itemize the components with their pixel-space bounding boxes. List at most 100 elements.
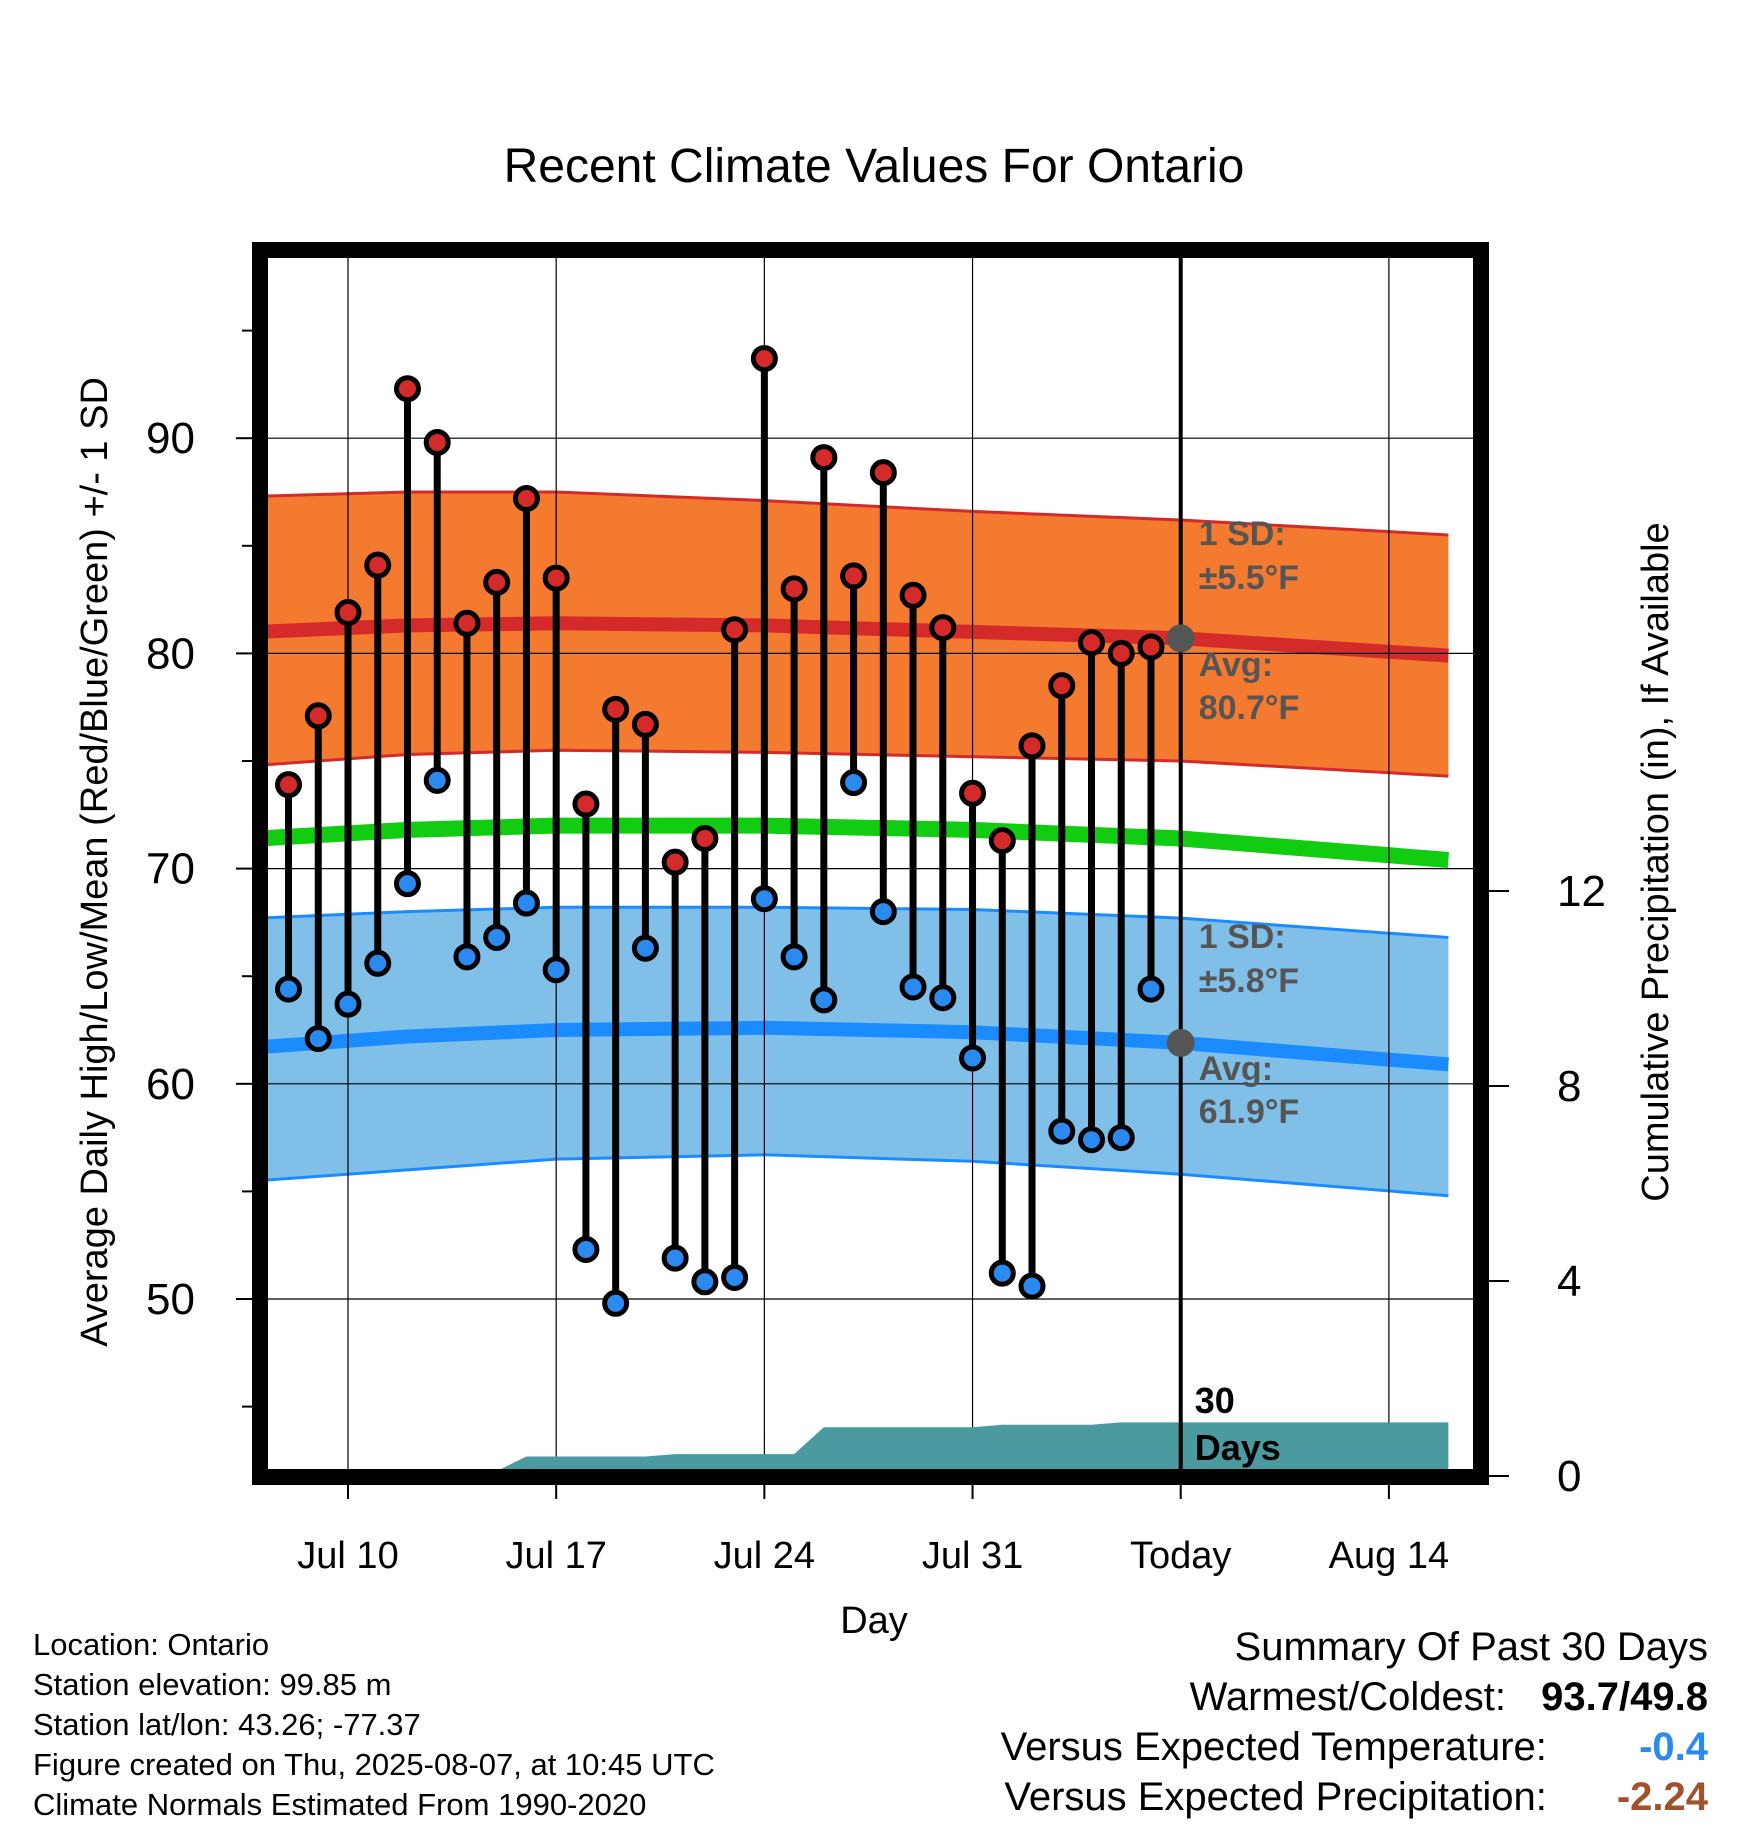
precipitation-area [258, 1422, 1449, 1476]
plot-frame [252, 242, 1489, 1485]
low-point [423, 766, 451, 794]
low-point [393, 870, 421, 898]
normal-mean-line [258, 817, 1450, 868]
high-sd-label: 1 SD: [1199, 515, 1286, 553]
low-point [364, 949, 392, 977]
x-tick-label: Jul 10 [297, 1535, 398, 1577]
precip-label: Versus Expected Precipitation: [1004, 1775, 1547, 1819]
warmest-slash: / [1619, 1675, 1631, 1719]
high-point [542, 564, 570, 592]
high-point [453, 609, 481, 637]
low-point [453, 943, 481, 971]
low-point [899, 973, 927, 1001]
high-point [988, 827, 1016, 855]
low-sd-label: 1 SD: [1199, 918, 1286, 956]
low-point [1048, 1117, 1076, 1145]
period-label-number: 30 [1195, 1380, 1235, 1421]
warmest-label: Warmest/Coldest: [1189, 1675, 1507, 1719]
x-tick-label: Aug 14 [1329, 1535, 1449, 1577]
y2-tick-label: 4 [1557, 1257, 1581, 1306]
y-tick-label: 50 [146, 1275, 195, 1324]
high-point [1137, 633, 1165, 661]
y-tick-label: 80 [146, 629, 195, 678]
high-avg-value: 80.7°F [1199, 689, 1300, 727]
high-point [691, 824, 719, 852]
summary-panel: Summary Of Past 30 Days Warmest/Coldest:… [1001, 1622, 1708, 1822]
high-point [393, 375, 421, 403]
low-point [1107, 1124, 1135, 1152]
x-tick-label: Today [1130, 1535, 1231, 1577]
plot-border [252, 242, 1489, 1485]
low-point [512, 889, 540, 917]
low-point [750, 885, 778, 913]
high-point [304, 702, 332, 730]
low-avg-value: 61.9°F [1199, 1093, 1300, 1131]
low-point [721, 1263, 749, 1291]
low-point [1018, 1272, 1046, 1300]
x-axis-label: Day [840, 1600, 908, 1642]
low-point [929, 984, 957, 1012]
high-sd-value: ±5.5°F [1199, 559, 1299, 597]
low-point [810, 986, 838, 1014]
temp-label: Versus Expected Temperature: [1000, 1725, 1547, 1769]
precip-area [258, 1422, 1449, 1476]
normal-annotations: 1 SD: ±5.5°F Avg: 80.7°F 1 SD: ±5.8°F Avg: 61.9… [1166, 515, 1300, 1131]
y-tick-label: 70 [146, 845, 195, 894]
warmest-coldest-values: 93.7/49.8 [1541, 1675, 1708, 1719]
low-point [869, 898, 897, 926]
low-point [691, 1268, 719, 1296]
y2-axis-label: Cumulative Precipitation (in), If Availa… [1635, 522, 1677, 1201]
high-point [602, 695, 630, 723]
high-point [334, 599, 362, 627]
y2-tick-label: 8 [1557, 1062, 1581, 1111]
temp-value: -0.4 [1639, 1725, 1708, 1769]
summary-warmest-row: Warmest/Coldest: 93.7/49.8 [1001, 1672, 1708, 1722]
low-point [780, 943, 808, 971]
low-point [661, 1244, 689, 1272]
axes: Jul 10 Jul 17 Jul 24 Jul 31 Today Aug 14 50 60 7… [146, 329, 1606, 1577]
summary-title: Summary Of Past 30 Days [1234, 1625, 1708, 1669]
high-point [1018, 732, 1046, 760]
precip-value: -2.24 [1616, 1775, 1708, 1819]
station-info: Location: Ontario Station elevation: 99.… [33, 1625, 715, 1825]
high-avg-label: Avg: [1199, 646, 1273, 684]
high-point [899, 581, 927, 609]
low-point [572, 1236, 600, 1264]
daily-stems [285, 358, 1155, 1304]
high-point [840, 562, 868, 590]
daily-points [275, 345, 1165, 1317]
low-point [304, 1025, 332, 1053]
low-sd-value: ±5.8°F [1199, 962, 1299, 1000]
high-point [512, 484, 540, 512]
y-tick-label: 90 [146, 414, 195, 463]
high-point [423, 429, 451, 457]
low-point [840, 769, 868, 797]
high-point [1078, 629, 1105, 657]
low-point [275, 975, 303, 1003]
x-tick-label: Jul 17 [505, 1535, 606, 1577]
low-point [602, 1289, 630, 1317]
info-created: Figure created on Thu, 2025-08-07, at 10… [33, 1747, 715, 1782]
low-avg-label: Avg: [1199, 1050, 1273, 1088]
x-tick-label: Jul 24 [714, 1535, 815, 1577]
high-point [1107, 639, 1135, 667]
low-point [542, 956, 570, 984]
summary-temp-row: Versus Expected Temperature: -0.4 [1001, 1722, 1708, 1772]
high-point [869, 459, 897, 487]
high-point [721, 616, 749, 644]
high-point [275, 771, 303, 799]
info-location: Location: Ontario [33, 1627, 270, 1662]
y2-tick-label: 0 [1557, 1452, 1581, 1501]
high-point [780, 575, 808, 603]
chart-title: Recent Climate Values For Ontario [504, 140, 1245, 193]
y2-tick-label: 12 [1557, 867, 1606, 916]
today-marker: 30 Days [1178, 250, 1281, 1477]
today-high-normal-dot [1166, 624, 1195, 653]
summary-precip-row: Versus Expected Precipitation: -2.24 [1001, 1772, 1708, 1822]
y-axis-label: Average Daily High/Low/Mean (Red/Blue/Gr… [74, 377, 116, 1347]
low-point [631, 934, 659, 962]
high-point [364, 551, 392, 579]
period-label-days: Days [1195, 1427, 1281, 1468]
y-tick-label: 60 [146, 1060, 195, 1109]
high-point [1048, 672, 1076, 700]
